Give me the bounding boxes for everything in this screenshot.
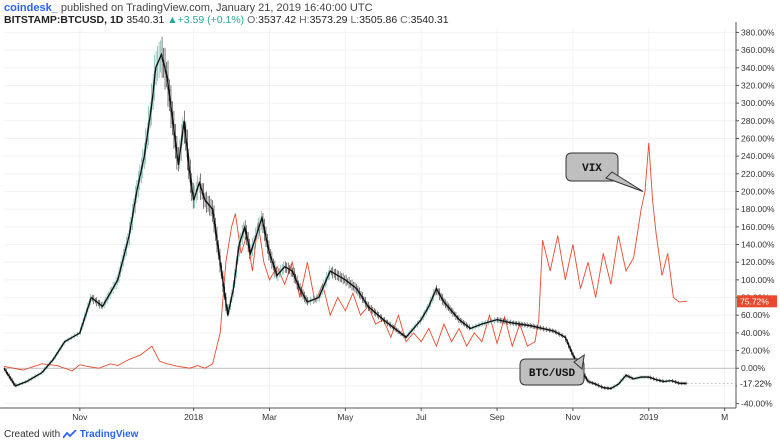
x-tick-label: 2019: [639, 412, 658, 422]
high-label: H:: [299, 14, 310, 26]
plot-area: [4, 28, 736, 408]
change-arrow-icon: ▲: [167, 14, 178, 26]
btcusd-callout-pointer: [573, 353, 585, 370]
x-tick-label: Jul: [416, 412, 427, 422]
vix-callout-pointer: [605, 171, 644, 192]
last-price: 3540.31: [126, 14, 165, 26]
y-tick-label: 220.00%: [741, 169, 775, 179]
y-tick-label: 60.00%: [741, 310, 770, 320]
y-tick-label: 20.00%: [741, 346, 770, 356]
y-tick-label: 120.00%: [741, 257, 775, 267]
y-tick-label: 100.00%: [741, 275, 775, 285]
symbol-ohlc-bar: BITSTAMP:BTCUSD, 1D 3540.31 ▲+3.59 (+0.1…: [4, 14, 449, 26]
close-label: C:: [400, 14, 411, 26]
y-tick-label: 360.00%: [741, 45, 775, 55]
y-tick-label: 140.00%: [741, 240, 775, 250]
btc-last-value-label: -17.22%: [740, 378, 772, 388]
vix-last-value-label: 75.72%: [740, 296, 769, 306]
x-tick-label: Nov: [565, 412, 581, 422]
y-tick-label: 0.00%: [741, 363, 766, 373]
chart-publish-header: coindesk_ published on TradingView.com, …: [4, 2, 373, 14]
x-tick-label: Sep: [489, 412, 504, 422]
x-tick-label: May: [337, 412, 354, 422]
open-label: O:: [247, 14, 259, 26]
tradingview-logo-icon: [62, 429, 77, 439]
y-tick-label: 40.00%: [741, 328, 770, 338]
footer-brand[interactable]: TradingView: [79, 429, 139, 440]
btc-series-line: [3, 52, 687, 390]
btcusd-callout-text: BTC/USD: [529, 368, 576, 380]
open-value: 3537.42: [258, 14, 297, 26]
y-tick-label: 280.00%: [741, 116, 775, 126]
publisher-username[interactable]: coindesk_: [4, 2, 58, 14]
y-tick-label: 380.00%: [741, 27, 775, 37]
low-label: L:: [350, 14, 360, 26]
y-tick-label: 180.00%: [741, 204, 775, 214]
y-tick-label: 320.00%: [741, 80, 775, 90]
x-tick-label: M: [721, 412, 728, 422]
y-tick-label: 200.00%: [741, 186, 775, 196]
vix-last-value-label-bg: [737, 295, 777, 308]
price-change: +3.59 (+0.1%): [177, 14, 245, 26]
x-tick-label: 2018: [184, 412, 203, 422]
y-tick-label: 260.00%: [741, 133, 775, 143]
x-tick-label: Nov: [72, 412, 88, 422]
low-value: 3505.86: [359, 14, 398, 26]
footer-prefix: Created with: [4, 429, 61, 440]
vix-callout-text: VIX: [582, 163, 602, 175]
x-tick-label: Mar: [262, 412, 277, 422]
publish-info: published on TradingView.com, January 21…: [60, 2, 373, 14]
candle-body: [177, 158, 179, 160]
btc-last-value-label-bg: [737, 377, 777, 390]
high-value: 3573.29: [309, 14, 348, 26]
y-tick-label: 160.00%: [741, 222, 775, 232]
vix-callout-bubble: [565, 152, 619, 182]
y-tick-label: 300.00%: [741, 98, 775, 108]
y-tick-label: 240.00%: [741, 151, 775, 161]
y-tick-label: 340.00%: [741, 63, 775, 73]
symbol-name[interactable]: BITSTAMP:BTCUSD, 1D: [4, 14, 124, 26]
y-tick-label: -40.00%: [741, 399, 773, 409]
footer-credit: Created with TradingView: [4, 429, 138, 440]
close-value: 3540.31: [410, 14, 449, 26]
